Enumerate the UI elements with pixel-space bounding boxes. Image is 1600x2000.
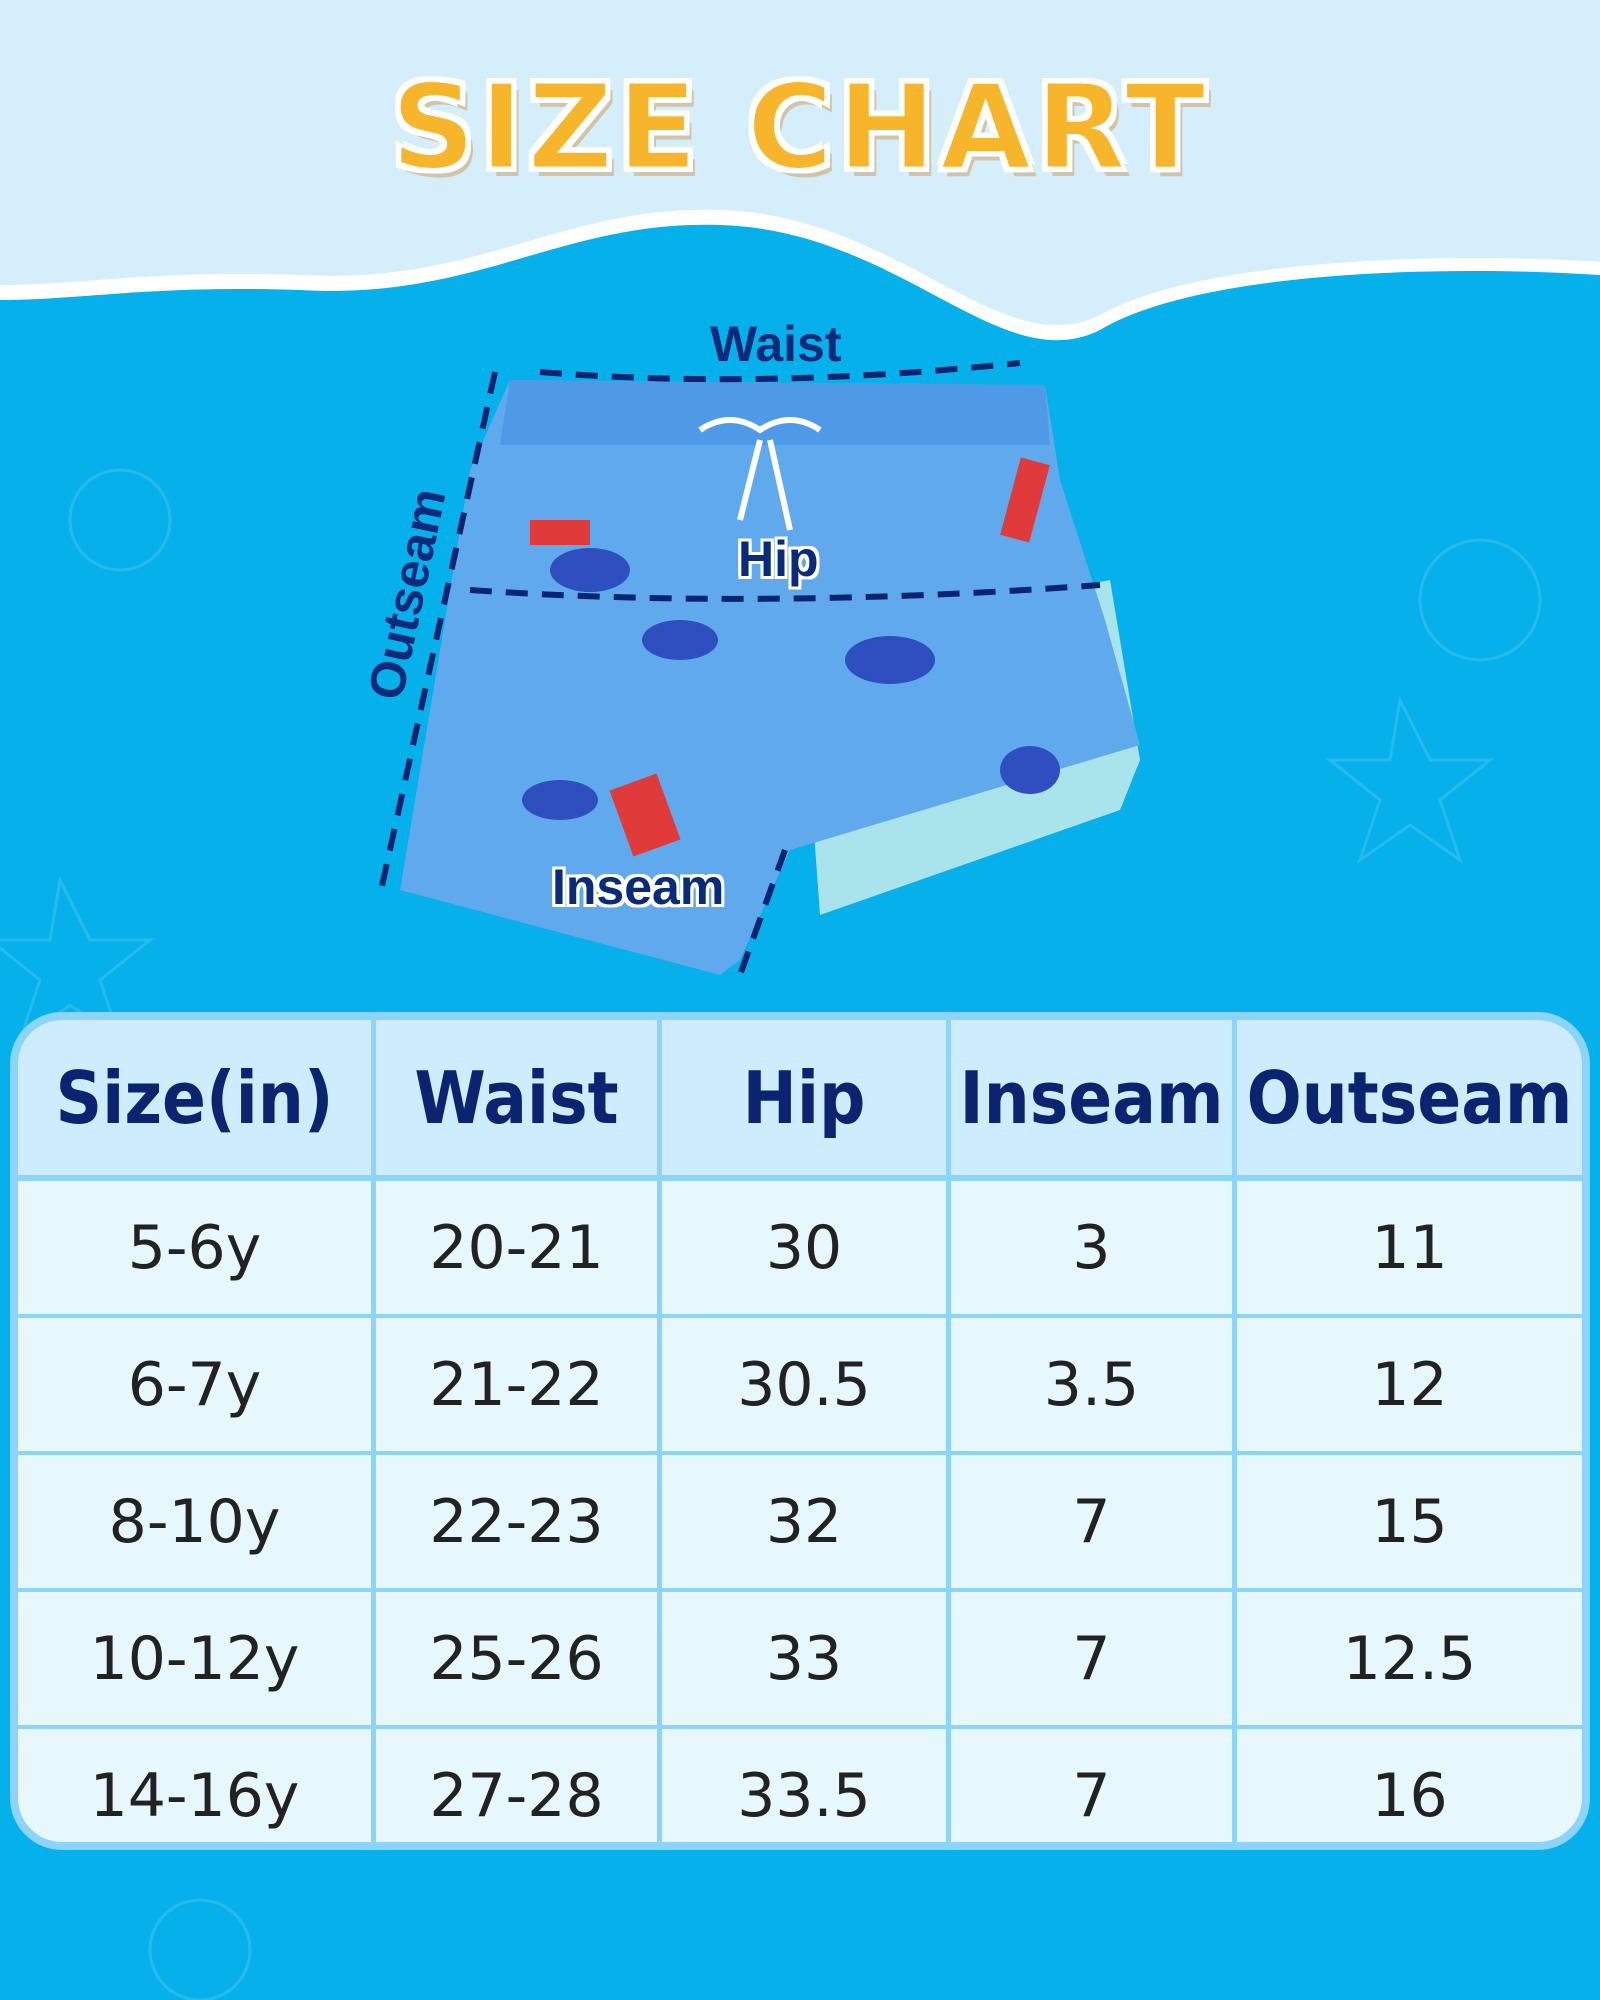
- table-row: 5-6y 20-21 30 3 11: [18, 1181, 1582, 1314]
- cell-size: 6-7y: [18, 1318, 371, 1451]
- cell-inseam: 7: [951, 1592, 1232, 1725]
- header-inseam: Inseam: [951, 1020, 1232, 1175]
- cell-outseam: 16: [1237, 1729, 1582, 1842]
- shorts-illustration: [377, 360, 1140, 977]
- cell-outseam: 11: [1237, 1181, 1582, 1314]
- cell-size: 10-12y: [18, 1592, 371, 1725]
- size-table: Size(in) Waist Hip Inseam Outseam 5-6y 20…: [10, 1012, 1590, 1850]
- cell-waist: 27-28: [376, 1729, 657, 1842]
- header-waist: Waist: [376, 1020, 657, 1175]
- cell-size: 8-10y: [18, 1455, 371, 1588]
- cell-waist: 21-22: [376, 1318, 657, 1451]
- cell-hip: 33.5: [662, 1729, 946, 1842]
- table-row: 8-10y 22-23 32 7 15: [18, 1455, 1582, 1588]
- waist-label: Waist: [710, 316, 842, 372]
- table-row: 6-7y 21-22 30.5 3.5 12: [18, 1318, 1582, 1451]
- cell-outseam: 15: [1237, 1455, 1582, 1588]
- cell-hip: 30: [662, 1181, 946, 1314]
- header-hip: Hip: [662, 1020, 946, 1175]
- cell-size: 14-16y: [18, 1729, 371, 1842]
- cell-inseam: 3.5: [951, 1318, 1232, 1451]
- table-row: 14-16y 27-28 33.5 7 16: [18, 1729, 1582, 1842]
- cell-waist: 20-21: [376, 1181, 657, 1314]
- table-header-row: Size(in) Waist Hip Inseam Outseam: [18, 1020, 1582, 1175]
- cell-waist: 22-23: [376, 1455, 657, 1588]
- hip-label: Hip: [738, 531, 819, 587]
- cell-inseam: 7: [951, 1729, 1232, 1842]
- cell-hip: 32: [662, 1455, 946, 1588]
- cell-size: 5-6y: [18, 1181, 371, 1314]
- cell-waist: 25-26: [376, 1592, 657, 1725]
- header-outseam: Outseam: [1237, 1020, 1582, 1175]
- cell-hip: 30.5: [662, 1318, 946, 1451]
- cell-inseam: 3: [951, 1181, 1232, 1314]
- cell-outseam: 12: [1237, 1318, 1582, 1451]
- page-title: SIZE CHART: [389, 57, 1210, 198]
- header-size: Size(in): [18, 1020, 371, 1175]
- cell-hip: 33: [662, 1592, 946, 1725]
- cell-inseam: 7: [951, 1455, 1232, 1588]
- table-row: 10-12y 25-26 33 7 12.5: [18, 1592, 1582, 1725]
- cell-outseam: 12.5: [1237, 1592, 1582, 1725]
- inseam-label: Inseam: [552, 859, 725, 915]
